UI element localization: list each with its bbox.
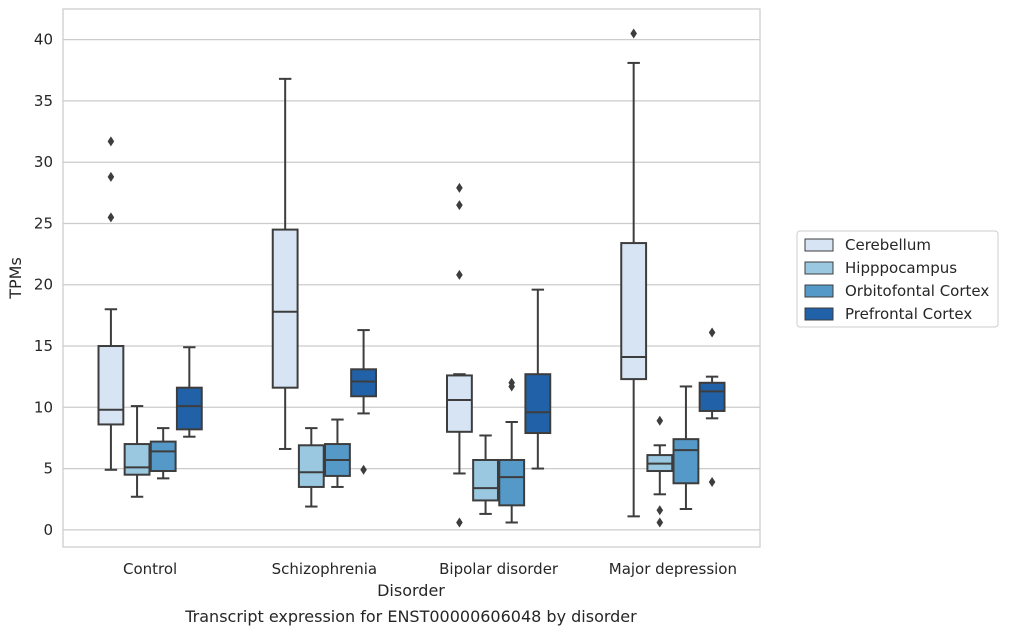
legend-label: Cerebellum <box>845 236 931 254</box>
box-iqr <box>672 438 700 485</box>
x-tick-label: Major depression <box>609 560 737 578</box>
y-tick-label: 15 <box>34 337 53 355</box>
box-iqr <box>97 345 125 426</box>
plot-frame <box>62 8 761 548</box>
box <box>498 377 526 524</box>
box <box>271 77 299 450</box>
box-iqr <box>271 228 299 389</box>
box-iqr <box>620 242 648 381</box>
box-iqr <box>446 374 473 433</box>
box-iqr <box>297 444 325 488</box>
legend-frame <box>796 230 999 328</box>
outlier-marker <box>107 136 115 147</box>
y-tick-label: 25 <box>34 214 53 232</box>
outlier-marker <box>708 477 716 488</box>
box-iqr <box>175 386 203 431</box>
outlier-marker <box>508 377 515 388</box>
legend-swatch <box>804 307 834 321</box>
legend-label: Orbitofontal Cortex <box>845 282 989 300</box>
box <box>472 434 499 515</box>
y-tick-label: 10 <box>34 398 53 416</box>
box-iqr <box>524 373 552 435</box>
box <box>350 329 377 475</box>
outlier-marker <box>656 517 664 528</box>
outlier-marker <box>107 212 115 223</box>
box <box>149 427 177 480</box>
box <box>97 136 125 471</box>
box <box>698 327 726 488</box>
legend: Cerebellum Hipppocampus Orbitofontal Corte… <box>796 230 999 328</box>
x-tick-label: Schizophrenia <box>272 560 377 578</box>
box <box>123 405 151 498</box>
outlier-marker <box>456 269 463 280</box>
box <box>672 385 700 511</box>
y-tick-label: 5 <box>43 460 53 478</box>
outlier-marker <box>360 464 367 475</box>
outlier-marker <box>656 415 664 426</box>
box <box>446 182 473 528</box>
y-tick-labels: 0 5 10 15 20 25 30 35 40 <box>34 31 53 539</box>
x-tick-label: Bipolar disorder <box>439 560 559 578</box>
y-tick-label: 40 <box>34 31 53 49</box>
box <box>297 427 325 508</box>
box <box>524 288 552 470</box>
box-iqr <box>472 458 499 502</box>
legend-label: Prefrontal Cortex <box>845 305 972 323</box>
legend-swatch <box>804 261 834 275</box>
x-axis-label: Disorder <box>377 581 445 600</box>
outlier-marker <box>107 171 115 182</box>
box-iqr <box>123 443 151 476</box>
y-tick-label: 0 <box>43 521 53 539</box>
outlier-marker <box>656 505 664 516</box>
box <box>620 28 648 518</box>
outlier-marker <box>708 327 716 338</box>
y-tick-label: 30 <box>34 153 53 171</box>
outlier-marker <box>456 517 463 528</box>
chart-caption: Transcript expression for ENST0000060604… <box>184 607 637 626</box>
y-axis-label: TPMs <box>6 257 25 300</box>
box-plots <box>97 28 726 528</box>
box-iqr <box>698 381 726 412</box>
box <box>324 418 351 488</box>
box <box>646 415 674 528</box>
outlier-marker <box>456 200 463 211</box>
box-iqr <box>350 368 377 398</box>
box <box>175 346 203 438</box>
legend-swatch <box>804 284 834 298</box>
legend-swatch <box>804 238 834 252</box>
box-iqr <box>498 458 526 507</box>
y-tick-label: 20 <box>34 276 53 294</box>
x-tick-labels: Control Schizophrenia Bipolar disorder Majo… <box>123 560 737 578</box>
legend-label: Hipppocampus <box>845 259 957 277</box>
outlier-marker <box>630 28 637 39</box>
box-iqr <box>149 440 177 473</box>
x-tick-label: Control <box>123 560 177 578</box>
y-tick-label: 35 <box>34 92 53 110</box>
outlier-marker <box>456 182 463 193</box>
